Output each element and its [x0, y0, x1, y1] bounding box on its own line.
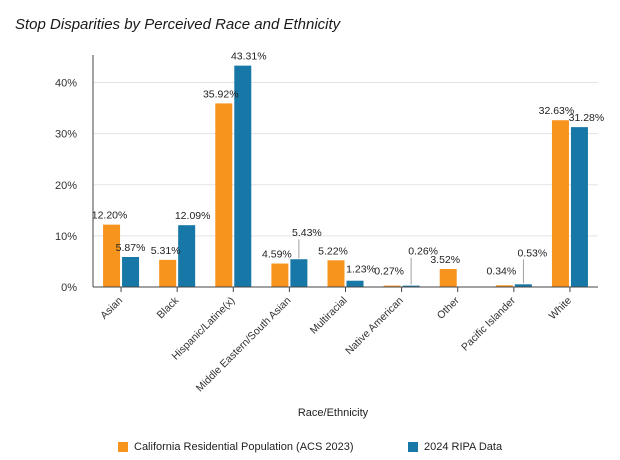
data-label: 0.53%	[517, 247, 547, 259]
bar	[327, 260, 345, 287]
legend-swatch-acs	[118, 442, 128, 452]
data-label: 12.09%	[175, 210, 211, 222]
data-label: 5.43%	[292, 227, 322, 239]
y-tick-label: 10%	[55, 231, 77, 243]
x-tick-label: Other	[435, 294, 462, 321]
x-tick-label: Native American	[343, 295, 406, 358]
y-tick-label: 20%	[55, 180, 77, 192]
bar	[402, 285, 420, 287]
data-label: 0.26%	[408, 246, 438, 258]
y-tick-label: 0%	[61, 282, 77, 294]
x-tick-label: Pacific Islander	[459, 294, 518, 353]
data-label: 31.28%	[569, 112, 605, 124]
legend-swatch-ripa	[408, 442, 418, 452]
x-tick-label: Middle Eastern/South Asian	[194, 295, 294, 395]
data-label: 12.20%	[92, 210, 128, 222]
y-axis: 0% 10% 20% 30% 40%	[55, 55, 94, 294]
data-label: 32.63%	[539, 105, 575, 117]
label-connectors	[298, 239, 524, 285]
bar	[346, 280, 364, 287]
bar	[495, 285, 513, 287]
bar	[271, 263, 289, 287]
legend-item-acs: California Residential Population (ACS 2…	[118, 441, 354, 453]
y-tick-label: 40%	[55, 78, 77, 90]
data-label: 5.22%	[318, 245, 348, 257]
x-tick-label: Black	[155, 294, 182, 321]
bar	[178, 225, 196, 287]
data-label: 0.27%	[374, 266, 404, 278]
bar	[383, 285, 401, 287]
data-label: 0.34%	[486, 265, 516, 277]
data-label: 4.59%	[262, 249, 292, 261]
legend-item-ripa: 2024 RIPA Data	[408, 441, 502, 453]
y-tick-label: 30%	[55, 129, 77, 141]
bars	[103, 65, 588, 287]
data-labels: 12.20%5.87% 5.31%12.09%35.92%43.31%4.59%5…	[92, 51, 605, 278]
data-label: 43.31%	[231, 51, 267, 63]
data-label: 5.87%	[116, 242, 146, 254]
bar	[103, 224, 121, 287]
bar	[514, 284, 532, 287]
bar	[439, 269, 457, 287]
bar	[122, 256, 140, 287]
x-tick-label: Asian	[98, 295, 125, 322]
bar	[159, 259, 177, 287]
chart-title: Stop Disparities by Perceived Race and E…	[15, 16, 341, 33]
legend-label-ripa: 2024 RIPA Data	[424, 441, 503, 453]
data-label: 1.23%	[346, 264, 376, 276]
data-label: 3.52%	[430, 254, 460, 266]
bar	[290, 259, 308, 287]
data-label: 5.31%	[151, 245, 181, 257]
bar	[570, 127, 588, 287]
x-tick-label: White	[547, 295, 575, 323]
x-axis-title: Race/Ethnicity	[298, 407, 369, 419]
gridlines	[93, 82, 598, 237]
bar	[215, 103, 233, 287]
x-tick-label: Multiracial	[308, 295, 350, 337]
bar	[234, 65, 252, 287]
data-label: 35.92%	[203, 88, 239, 100]
bar	[551, 120, 569, 287]
legend-label-acs: California Residential Population (ACS 2…	[134, 441, 354, 453]
